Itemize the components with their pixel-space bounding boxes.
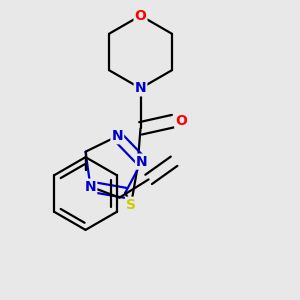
Text: N: N (112, 129, 123, 143)
Text: N: N (136, 154, 148, 169)
Text: S: S (126, 198, 136, 212)
Text: N: N (135, 81, 146, 95)
Text: N: N (85, 180, 96, 194)
Text: O: O (175, 114, 187, 128)
Text: O: O (135, 9, 146, 22)
